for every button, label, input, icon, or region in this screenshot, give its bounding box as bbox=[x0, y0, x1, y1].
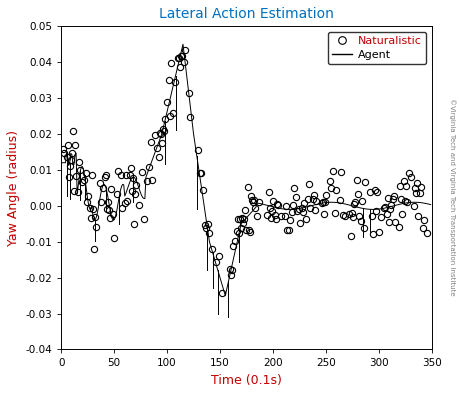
Y-axis label: Yaw Angle (radius): Yaw Angle (radius) bbox=[7, 130, 20, 246]
X-axis label: Time (0.1s): Time (0.1s) bbox=[211, 374, 281, 387]
Title: Lateral Action Estimation: Lateral Action Estimation bbox=[159, 7, 333, 21]
Text: ©Virginia Tech and Virginia Tech Transportation Institute: ©Virginia Tech and Virginia Tech Transpo… bbox=[448, 98, 454, 296]
Legend: Naturalistic, Agent: Naturalistic, Agent bbox=[327, 32, 425, 64]
